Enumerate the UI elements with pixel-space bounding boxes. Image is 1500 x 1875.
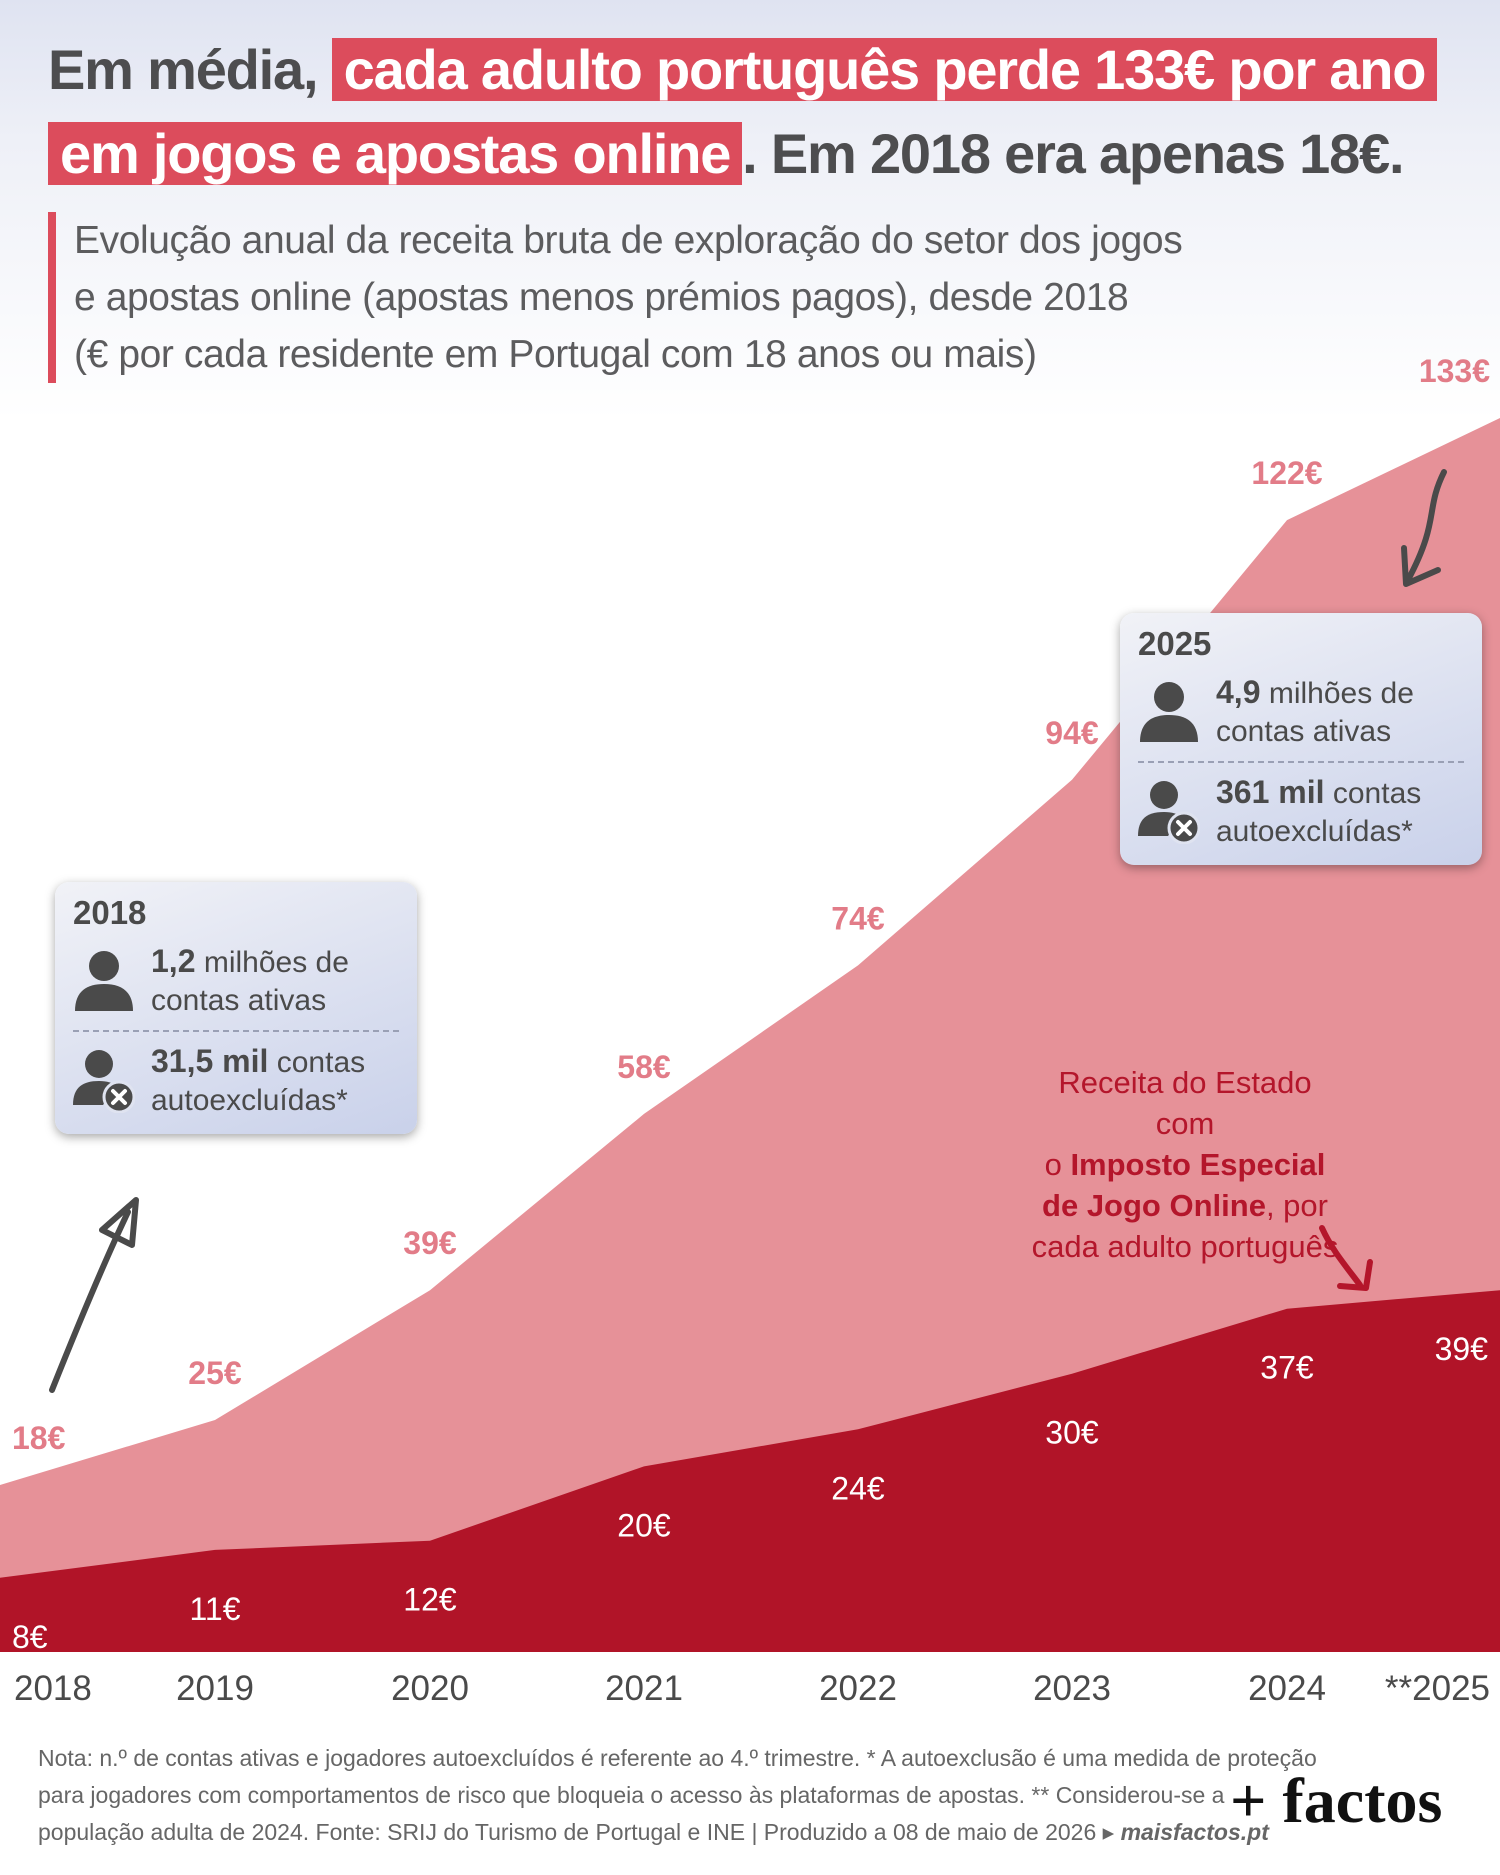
- total-value-labels: 18€ 25€ 39€ 58€ 74€ 94€ 122€ 133€: [12, 353, 1490, 1456]
- annotation-line-3-post: , por: [1265, 1188, 1328, 1223]
- year-label-4: 2022: [819, 1669, 897, 1708]
- footnote-line-3: população adulta de 2024. Fonte: SRIJ do…: [38, 1814, 1269, 1851]
- total-label-0: 18€: [12, 1420, 66, 1456]
- tax-annotation: Receita do Estado com o Imposto Especial…: [1030, 1062, 1340, 1267]
- headline-plain-1: Em média,: [48, 38, 332, 101]
- user-icon: [1140, 682, 1198, 742]
- footnote-line-3-text: população adulta de 2024. Fonte: SRIJ do…: [38, 1819, 1121, 1845]
- headline-line-1: Em média, cada adulto português perde 13…: [48, 28, 1468, 112]
- box-2025-excluded-text: 361 mil contas autoexcluídas*: [1216, 773, 1421, 851]
- annotation-line-1: Receita do Estado com: [1058, 1065, 1312, 1141]
- tax-revenue-area: [0, 1290, 1500, 1652]
- year-label-2: 2020: [391, 1669, 469, 1708]
- tax-label-0: 8€: [12, 1619, 48, 1655]
- box-2018-year: 2018: [73, 894, 147, 931]
- brand-logo: + factos: [1230, 1765, 1443, 1836]
- total-label-2: 39€: [403, 1225, 457, 1261]
- box-2025-accounts-row: 4,9 milhões de contas ativas: [1138, 673, 1464, 751]
- info-box-2025: 2025 4,9 milhões de contas ativas 361 mi…: [1120, 613, 1482, 865]
- annotation-line-3: de Jogo Online, por: [1030, 1185, 1340, 1226]
- tax-label-7: 39€: [1435, 1331, 1489, 1367]
- box-2018-accounts-row: 1,2 milhões de contas ativas: [73, 942, 399, 1020]
- headline-line-2: em jogos e apostas online. Em 2018 era a…: [48, 112, 1468, 196]
- box-2018-accounts-value: 1,2: [151, 943, 196, 979]
- total-label-6: 122€: [1251, 455, 1322, 491]
- box-2018-excluded-text: 31,5 mil contas autoexcluídas*: [151, 1042, 365, 1120]
- annotation-line-4: cada adulto português: [1031, 1229, 1339, 1264]
- tax-value-labels: 8€ 11€ 12€ 20€ 24€ 30€ 37€ 39€: [12, 1331, 1488, 1655]
- tax-label-1: 11€: [189, 1591, 240, 1627]
- headline: Em média, cada adulto português perde 13…: [48, 28, 1468, 196]
- box-2025-excluded-line2: autoexcluídas*: [1216, 815, 1413, 848]
- arrow-to-2018-box: [49, 1197, 139, 1393]
- box-2018-excluded-unit: contas: [276, 1046, 366, 1079]
- box-2018-excluded-value: 31,5 mil: [151, 1043, 269, 1079]
- box-2025-excluded-unit: contas: [1332, 777, 1422, 810]
- box-2018-excluded-line2: autoexcluídas*: [151, 1084, 348, 1117]
- user-excluded-icon: [73, 1050, 135, 1113]
- user-icon: [75, 951, 133, 1011]
- year-label-5: 2023: [1033, 1669, 1111, 1708]
- tax-label-2: 12€: [403, 1582, 457, 1618]
- subtitle-block: Evolução anual da receita bruta de explo…: [48, 212, 1183, 383]
- box-2025-excluded-row: 361 mil contas autoexcluídas*: [1138, 773, 1464, 851]
- box-2025-accounts-text: 4,9 milhões de contas ativas: [1216, 673, 1414, 751]
- tax-label-4: 24€: [831, 1470, 885, 1506]
- tax-label-5: 30€: [1045, 1415, 1099, 1451]
- annotation-line-2-bold: Imposto Especial: [1070, 1147, 1326, 1182]
- arrow-to-tax-area: [1319, 1225, 1373, 1291]
- year-label-0: 2018: [14, 1669, 92, 1708]
- total-label-4: 74€: [831, 900, 885, 936]
- annotation-line-2: o Imposto Especial: [1030, 1144, 1340, 1185]
- box-2025-excluded-value: 361 mil: [1216, 774, 1325, 810]
- box-2018-accounts-unit: milhões de: [203, 946, 349, 979]
- box-2025-accounts-value: 4,9: [1216, 674, 1261, 710]
- box-2025-accounts-unit: milhões de: [1268, 677, 1414, 710]
- subtitle-line-2: e apostas online (apostas menos prémios …: [74, 276, 1129, 319]
- total-label-1: 25€: [188, 1355, 242, 1391]
- tax-label-3: 20€: [617, 1507, 671, 1543]
- box-2025-divider: [1138, 761, 1464, 763]
- box-2025-year: 2025: [1138, 625, 1212, 662]
- box-2018-divider: [73, 1030, 399, 1032]
- year-label-6: 2024: [1248, 1669, 1326, 1708]
- box-2018-accounts-text: 1,2 milhões de contas ativas: [151, 942, 349, 1020]
- total-label-3: 58€: [617, 1049, 671, 1085]
- annotation-line-3-bold: de Jogo Online: [1042, 1188, 1266, 1223]
- info-box-2018: 2018 1,2 milhões de contas ativas 31,5 m…: [55, 882, 417, 1134]
- total-label-7: 133€: [1419, 353, 1490, 389]
- year-label-1: 2019: [176, 1669, 254, 1708]
- box-2018-accounts-line2: contas ativas: [151, 984, 327, 1017]
- headline-plain-2: . Em 2018 era apenas 18€.: [742, 122, 1404, 185]
- box-2018-excluded-row: 31,5 mil contas autoexcluídas*: [73, 1042, 399, 1120]
- total-label-5: 94€: [1045, 715, 1099, 751]
- arrow-to-2025-box: [1401, 469, 1447, 587]
- subtitle: Evolução anual da receita bruta de explo…: [74, 212, 1183, 383]
- footnote-line-2: para jogadores com comportamentos de ris…: [38, 1782, 1225, 1808]
- user-excluded-icon: [1138, 781, 1200, 844]
- box-2025-accounts-line2: contas ativas: [1216, 715, 1392, 748]
- year-axis-labels: 2018 2019 2020 2021 2022 2023 2024 **2025: [14, 1669, 1490, 1708]
- headline-highlight-2: em jogos e apostas online: [48, 122, 743, 185]
- footnote-line-1: Nota: n.º de contas ativas e jogadores a…: [38, 1745, 1317, 1771]
- subtitle-line-1: Evolução anual da receita bruta de explo…: [74, 219, 1183, 262]
- subtitle-line-3: (€ por cada residente em Portugal com 18…: [74, 333, 1037, 376]
- annotation-line-2-pre: o: [1044, 1147, 1071, 1182]
- year-label-7: **2025: [1385, 1669, 1490, 1708]
- footnote: Nota: n.º de contas ativas e jogadores a…: [38, 1740, 1317, 1851]
- year-label-3: 2021: [605, 1669, 683, 1708]
- tax-label-6: 37€: [1260, 1350, 1314, 1386]
- headline-highlight-1: cada adulto português perde 133€ por ano: [331, 38, 1438, 101]
- footnote-site: maisfactos.pt: [1120, 1819, 1269, 1845]
